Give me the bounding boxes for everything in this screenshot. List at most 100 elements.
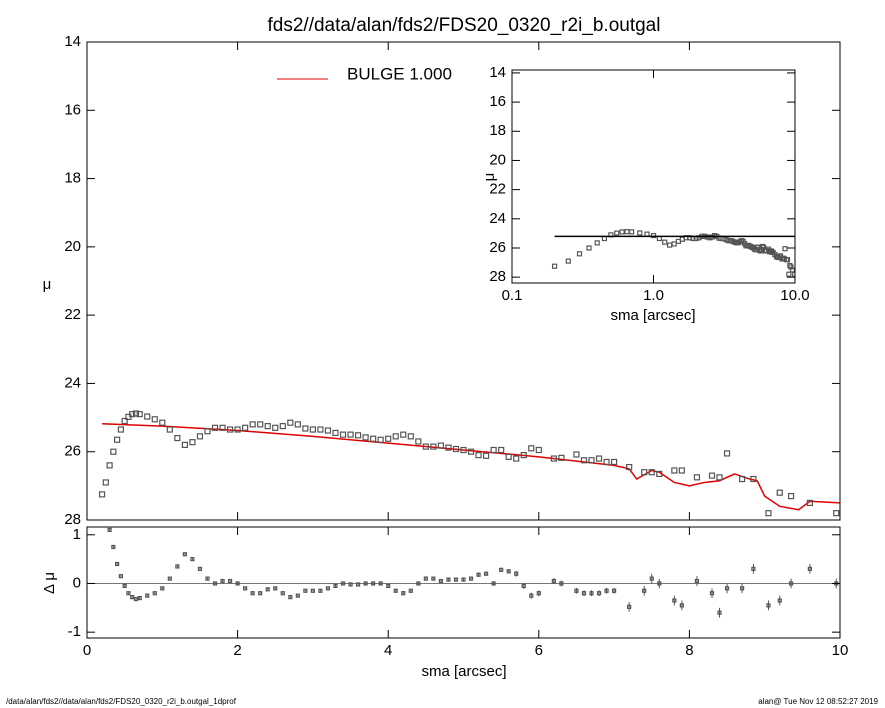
data-point <box>750 475 757 483</box>
data-point <box>627 604 632 609</box>
plot-frame <box>511 69 796 284</box>
data-point <box>166 426 173 433</box>
data-point <box>211 424 219 431</box>
data-point <box>461 577 466 582</box>
data-point <box>595 455 603 462</box>
data-point <box>302 425 309 432</box>
data-point <box>614 230 620 236</box>
y-axis-label: Δ μ <box>41 572 58 594</box>
data-point <box>656 470 663 478</box>
data-point <box>657 581 662 586</box>
data-point <box>121 417 128 425</box>
data-point <box>520 452 527 459</box>
x-tick-label: 8 <box>685 642 693 659</box>
data-point <box>483 571 489 576</box>
data-point <box>340 581 346 586</box>
data-point <box>667 242 673 248</box>
data-point <box>370 435 377 442</box>
data-point <box>318 588 323 593</box>
data-point <box>303 588 308 593</box>
data-point <box>641 469 648 476</box>
data-point <box>295 593 300 598</box>
data-point <box>114 436 121 443</box>
data-point <box>596 591 602 596</box>
data-point <box>118 574 123 579</box>
data-point <box>235 581 240 586</box>
data-point <box>333 583 338 589</box>
y-tick-label: 18 <box>64 170 81 187</box>
y-tick-label: 22 <box>64 306 81 323</box>
data-point <box>694 578 700 584</box>
data-point <box>499 567 504 572</box>
data-point <box>422 443 429 450</box>
data-point <box>672 598 677 603</box>
data-point <box>648 469 655 476</box>
data-point <box>106 462 113 469</box>
data-point <box>227 578 233 584</box>
data-point <box>662 239 668 245</box>
data-point <box>117 426 124 433</box>
y-tick-label: 0 <box>73 574 81 591</box>
data-point <box>589 591 594 596</box>
data-point <box>136 411 143 418</box>
data-point <box>258 591 263 596</box>
data-point <box>626 463 633 471</box>
data-point <box>807 566 812 571</box>
data-point <box>586 245 592 251</box>
data-point <box>536 591 541 596</box>
y-tick-label: 16 <box>489 93 506 110</box>
data-point <box>482 452 490 459</box>
data-point <box>189 439 196 446</box>
y-tick-label: 1 <box>73 526 81 543</box>
data-point <box>678 467 685 474</box>
data-point <box>490 446 497 454</box>
data-point <box>751 566 756 571</box>
data-point <box>573 451 580 458</box>
data-point <box>385 435 392 442</box>
data-point <box>624 229 630 235</box>
data-point <box>219 424 226 431</box>
chart-title: fds2//data/alan/fds2/FDS20_0320_r2i_b.ou… <box>268 15 661 36</box>
data-point <box>393 588 398 593</box>
data-point <box>431 576 436 581</box>
data-point <box>175 564 180 569</box>
data-point <box>265 587 270 592</box>
data-point <box>249 421 256 428</box>
data-point <box>679 603 684 608</box>
data-point <box>610 458 618 466</box>
data-point <box>514 571 519 576</box>
data-point <box>558 454 565 461</box>
data-point <box>498 446 505 454</box>
model-line <box>102 422 840 511</box>
y-tick-label: -1 <box>68 623 81 640</box>
data-point <box>264 423 271 430</box>
data-point <box>601 235 608 242</box>
data-point <box>400 431 407 438</box>
data-point <box>656 235 662 242</box>
data-point <box>716 474 723 481</box>
data-point <box>693 474 701 481</box>
data-point <box>759 243 766 250</box>
data-point <box>604 588 609 593</box>
data-point <box>452 445 460 453</box>
data-point <box>133 596 139 602</box>
data-point <box>401 591 406 596</box>
data-point <box>528 445 535 452</box>
x-tick-label: 10 <box>832 642 849 659</box>
data-point <box>423 576 428 581</box>
plot-frame <box>86 526 841 639</box>
data-point <box>505 453 512 460</box>
data-point <box>559 581 564 586</box>
y-tick-label: 24 <box>64 374 81 391</box>
data-point <box>159 419 166 426</box>
data-point <box>348 582 353 587</box>
data-point <box>506 569 511 574</box>
data-point <box>535 446 542 454</box>
data-point <box>581 591 587 596</box>
plot-area <box>98 410 840 517</box>
y-axis-label: μ <box>481 173 498 182</box>
data-point <box>723 450 731 457</box>
data-point <box>151 416 158 423</box>
data-point <box>565 258 571 264</box>
